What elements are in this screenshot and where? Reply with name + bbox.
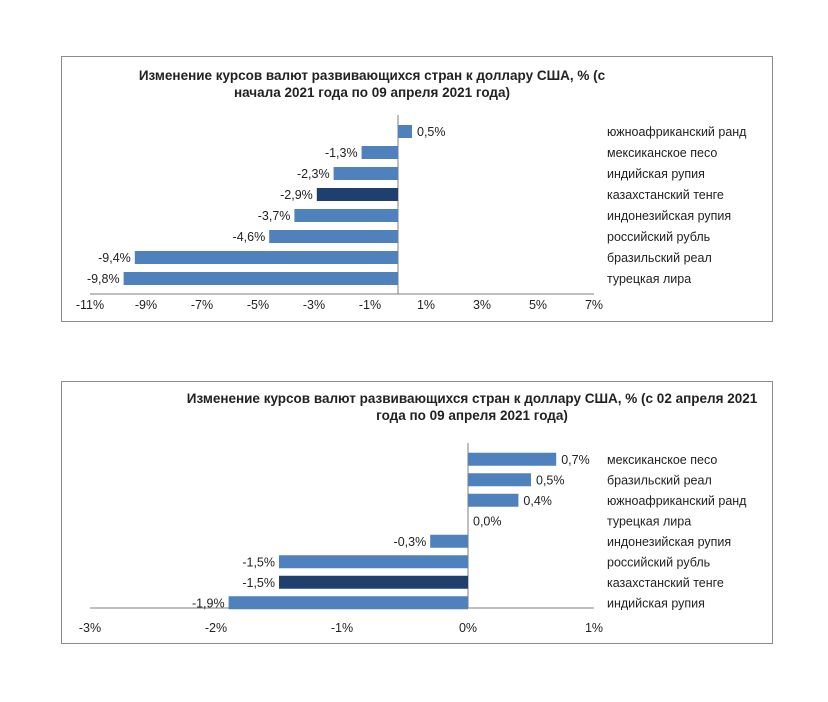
chart-1-tick-label: 1% xyxy=(417,298,435,312)
chart-1-bar xyxy=(398,125,412,138)
chart-1-bar xyxy=(123,272,398,285)
chart-1-value-label: -3,7% xyxy=(258,209,291,223)
chart-1-tick-label: 7% xyxy=(585,298,603,312)
chart-1-value-label: -9,8% xyxy=(87,272,120,286)
chart-2-value-label: -0,3% xyxy=(394,535,427,549)
chart-1-title: Изменение курсов валют развивающихся стр… xyxy=(138,68,606,100)
chart-2-value-label: -1,5% xyxy=(242,576,275,590)
chart-1-category-label: бразильский реал xyxy=(607,251,712,265)
chart-2-value-label: 0,5% xyxy=(536,473,565,487)
chart-2-category-label: индийская рупия xyxy=(607,596,705,610)
chart-2-value-label: 0,0% xyxy=(473,514,502,528)
chart-2-title: Изменение курсов валют развивающихся стр… xyxy=(186,391,758,423)
chart-1-tick-label: -11% xyxy=(76,298,104,312)
chart-2: Изменение курсов валют развивающихся стр… xyxy=(61,381,773,644)
chart-2-bar xyxy=(279,575,468,589)
chart-2-tick-label: -1% xyxy=(331,621,353,635)
chart-1-tick-label: -1% xyxy=(359,298,381,312)
chart-1-category-label: казахстанский тенге xyxy=(607,188,724,202)
chart-1-tick-label: 5% xyxy=(529,298,547,312)
chart-1-value-label: -4,6% xyxy=(233,230,266,244)
chart-2-category-label: южноафриканский ранд xyxy=(607,494,747,508)
chart-2-value-label: 0,4% xyxy=(523,494,552,508)
chart-2-bar xyxy=(228,596,468,610)
chart-1-category-label: российский рубль xyxy=(607,230,710,244)
chart-2-category-label: турецкая лира xyxy=(607,514,691,528)
chart-1: Изменение курсов валют развивающихся стр… xyxy=(61,56,773,322)
chart-1-value-label: -2,3% xyxy=(297,167,330,181)
chart-2-bar xyxy=(279,555,468,569)
chart-1-value-label: -2,9% xyxy=(280,188,313,202)
chart-2-value-label: -1,5% xyxy=(242,555,275,569)
chart-1-category-label: турецкая лира xyxy=(607,272,691,286)
chart-2-plot: 0,7% мексиканское песо 0,5% бразильский реа… xyxy=(79,443,747,635)
chart-2-category-label: российский рубль xyxy=(607,555,710,569)
chart-2-tick-label: -2% xyxy=(205,621,227,635)
chart-1-category-label: южноафриканский ранд xyxy=(607,125,747,139)
chart-1-bar xyxy=(134,251,399,264)
chart-2-category-label: индонезийская рупия xyxy=(607,535,731,549)
chart-2-value-label: -1,9% xyxy=(192,596,225,610)
chart-1-value-label: 0,5% xyxy=(417,125,446,139)
chart-1-bar xyxy=(294,209,398,222)
chart-2-bar xyxy=(430,534,468,548)
chart-2-bar xyxy=(468,493,519,507)
chart-2-category-label: бразильский реал xyxy=(607,473,712,487)
chart-1-category-label: индийская рупия xyxy=(607,167,705,181)
chart-1-bar xyxy=(316,188,398,201)
chart-1-bar xyxy=(333,167,398,180)
chart-2-bar xyxy=(468,473,531,487)
chart-1-bar xyxy=(269,230,398,243)
chart-1-plot: 0,5% южноафриканский ранд -1,3% мексиканско… xyxy=(76,115,747,312)
chart-2-category-label: казахстанский тенге xyxy=(607,576,724,590)
chart-2-tick-label: 0% xyxy=(459,621,477,635)
chart-2-bar xyxy=(468,452,557,466)
chart-2-tick-label: -3% xyxy=(79,621,101,635)
chart-1-tick-label: -7% xyxy=(191,298,213,312)
chart-2-value-label: 0,7% xyxy=(561,453,590,467)
chart-1-bar xyxy=(361,146,398,159)
chart-1-category-label: мексиканское песо xyxy=(607,146,717,160)
chart-1-tick-label: 3% xyxy=(473,298,491,312)
chart-2-category-label: мексиканское песо xyxy=(607,453,717,467)
chart-2-tick-label: 1% xyxy=(585,621,603,635)
chart-1-value-label: -9,4% xyxy=(98,251,131,265)
chart-1-value-label: -1,3% xyxy=(325,146,358,160)
chart-1-tick-label: -9% xyxy=(135,298,157,312)
chart-1-tick-label: -3% xyxy=(303,298,325,312)
chart-1-category-label: индонезийская рупия xyxy=(607,209,731,223)
chart-1-tick-label: -5% xyxy=(247,298,269,312)
